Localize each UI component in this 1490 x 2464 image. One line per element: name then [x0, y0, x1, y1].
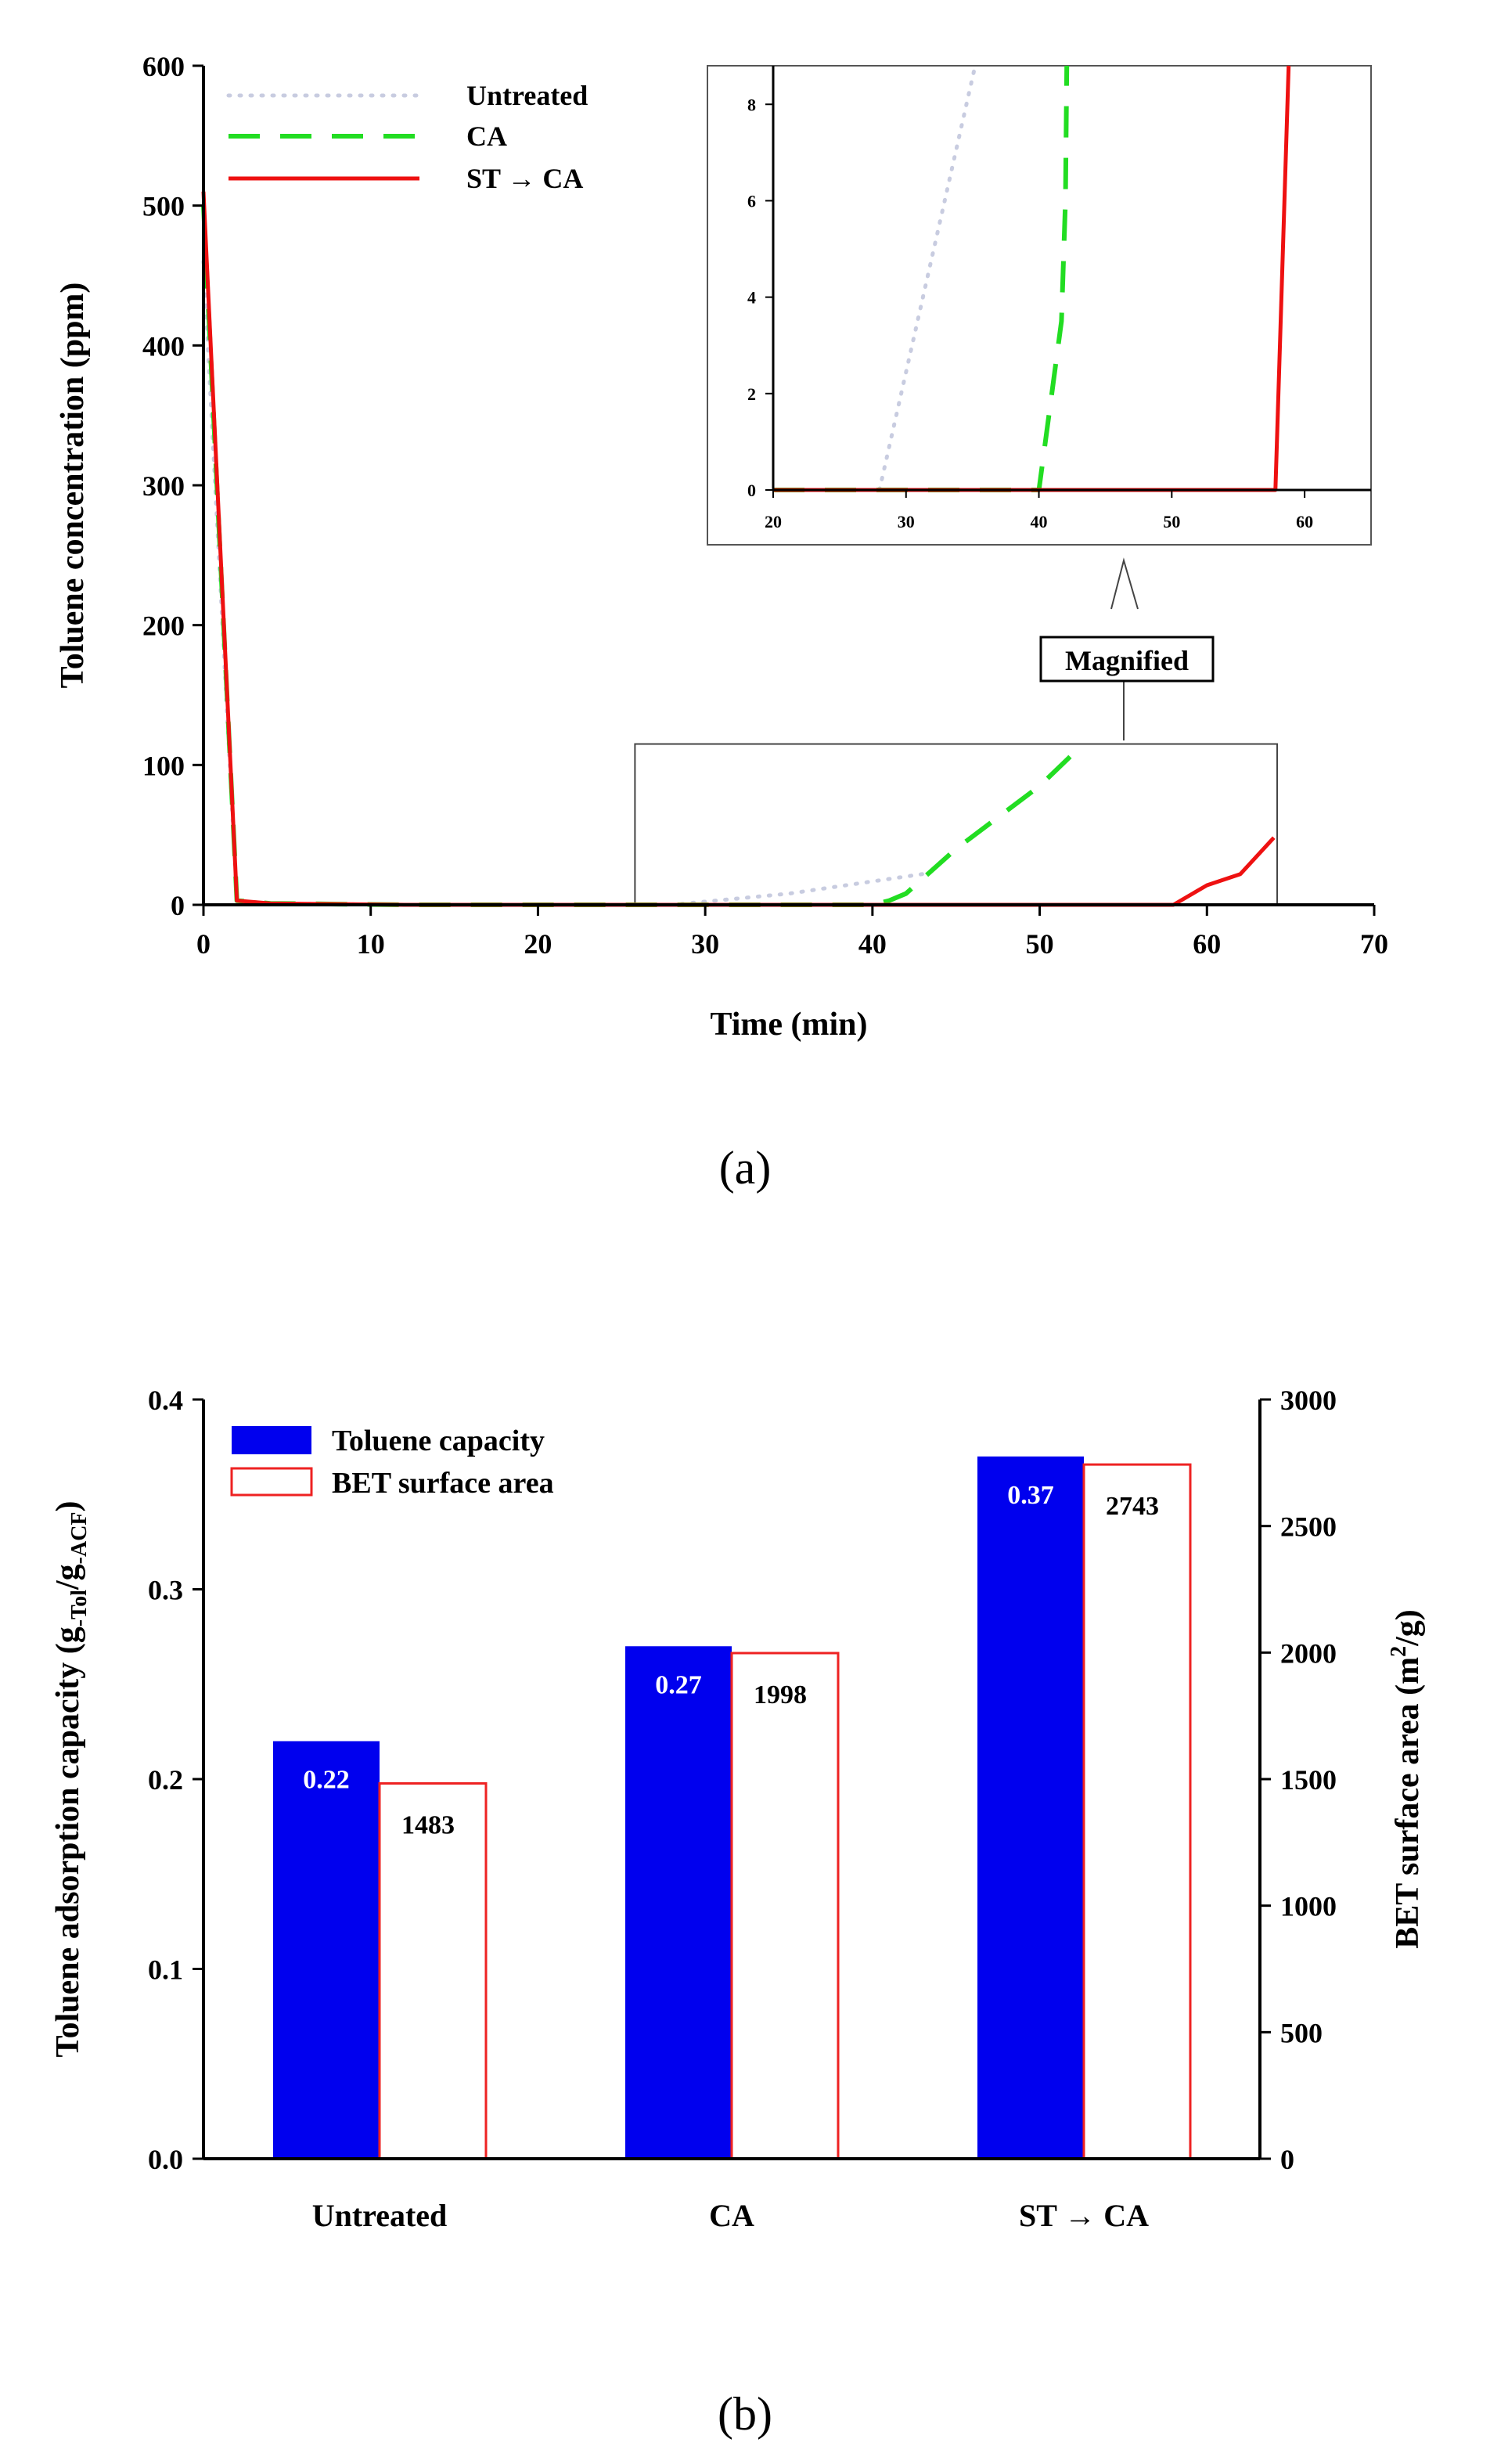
bar-bet-0 — [378, 1781, 488, 2160]
bar-bet-2 — [1082, 1463, 1192, 2160]
y-tick-label: 0 — [171, 890, 185, 921]
inset-frame — [707, 65, 1372, 546]
caption-a: (a) — [718, 1142, 772, 1194]
y-axis-label-left: Toluene adsorption capacity (g-Tol/g-ACF… — [50, 1500, 92, 2057]
legend-label-0: Untreated — [466, 80, 588, 111]
y-tick-label-right: 0 — [1280, 2144, 1294, 2175]
y-tick-label-left: 0.2 — [148, 1764, 183, 1796]
legend-label-bet: BET surface area — [332, 1467, 554, 1500]
y-tick-label: 200 — [142, 611, 185, 642]
inset-x-tick-label: 60 — [1296, 512, 1313, 531]
y-tick-label: 400 — [142, 330, 185, 362]
y-axis-label-left-sub2: -ACF — [67, 1511, 92, 1564]
y-axis-label-right-end: /g) — [1390, 1609, 1426, 1647]
inset-y-tick-label: 4 — [747, 288, 756, 308]
y-axis-label-left-mid: /g — [50, 1564, 86, 1590]
y-tick-label-left: 0.0 — [148, 2144, 183, 2175]
bar-label-capacity-0: 0.22 — [303, 1766, 350, 1795]
legend-label-1: CA — [466, 121, 507, 152]
y-tick-label-right: 500 — [1280, 2017, 1323, 2048]
x-axis-label: Time (min) — [710, 1007, 867, 1043]
inset-x-tick-label: 30 — [898, 512, 915, 531]
y-tick-label: 100 — [142, 750, 185, 781]
category-label-1: CA — [709, 2198, 754, 2233]
inset-series-line-0 — [877, 63, 977, 492]
x-tick-label: 20 — [524, 928, 552, 960]
y-tick-label-right: 1500 — [1280, 1764, 1337, 1796]
y-tick-label: 500 — [142, 191, 185, 222]
annotation-box — [1039, 636, 1215, 683]
annotation-label: Magnified — [1065, 645, 1189, 676]
y-axis-label: Toluene concentration (ppm) — [55, 283, 91, 689]
inset-y-tick-label: 6 — [747, 191, 756, 211]
y-tick-label-left: 0.3 — [148, 1575, 183, 1606]
bar-label-capacity-2: 0.37 — [1007, 1481, 1054, 1510]
bar-label-bet-2: 2743 — [1106, 1492, 1159, 1521]
legend-label-capacity: Toluene capacity — [332, 1425, 545, 1457]
series-line-0 — [201, 259, 925, 907]
y-tick-label-left: 0.4 — [148, 1385, 183, 1416]
y-tick-label-right: 1000 — [1280, 1891, 1337, 1922]
y-axis-label-left-end: ) — [50, 1500, 86, 1511]
y-axis-label-right-sup: 2 — [1387, 1646, 1411, 1657]
legend-swatch-bet — [230, 1467, 313, 1497]
x-tick-label: 0 — [196, 928, 211, 960]
y-tick-label: 600 — [142, 51, 185, 82]
y-tick-label-right: 2500 — [1280, 1511, 1337, 1543]
inset-y-tick-label: 2 — [747, 384, 756, 404]
legend-label-2: ST → CA — [466, 163, 583, 194]
bar-label-capacity-1: 0.27 — [655, 1670, 702, 1699]
y-tick-label-right: 3000 — [1280, 1385, 1337, 1416]
x-tick-label: 70 — [1360, 928, 1388, 960]
inset-y-tick-label: 0 — [747, 481, 756, 500]
category-label-0: Untreated — [312, 2198, 448, 2233]
x-tick-label: 30 — [691, 928, 719, 960]
bar-capacity-2 — [977, 1456, 1084, 2159]
y-tick-label-right: 2000 — [1280, 1637, 1337, 1669]
inset-x-tick-label: 20 — [765, 512, 782, 531]
legend-swatch-capacity — [232, 1426, 311, 1454]
x-tick-label: 60 — [1193, 928, 1221, 960]
bar-label-bet-0: 1483 — [401, 1810, 455, 1839]
category-label-2: ST → CA — [1019, 2198, 1149, 2233]
bar-capacity-0 — [273, 1741, 380, 2159]
bar-label-bet-1: 1998 — [754, 1680, 807, 1709]
y-axis-label-right-main: BET surface area (m — [1390, 1657, 1426, 1949]
y-tick-label-left: 0.1 — [148, 1954, 183, 1986]
inset-y-tick-label: 8 — [747, 95, 756, 114]
arrow-head — [1110, 557, 1139, 610]
y-axis-label-left-sub1: -Tol — [67, 1590, 92, 1626]
caption-b: (b) — [718, 2388, 772, 2440]
bar-bet-1 — [730, 1652, 840, 2160]
bar-capacity-1 — [625, 1646, 732, 2159]
y-axis-label-right: BET surface area (m2/g) — [1387, 1609, 1426, 1949]
x-tick-label: 50 — [1026, 928, 1054, 960]
y-axis-label-left-main: Toluene adsorption capacity (g — [50, 1626, 86, 2057]
magnify-box — [634, 743, 1279, 906]
x-tick-label: 40 — [858, 928, 887, 960]
x-tick-label: 10 — [357, 928, 385, 960]
inset-x-tick-label: 50 — [1163, 512, 1180, 531]
inset-x-tick-label: 40 — [1031, 512, 1048, 531]
y-tick-label: 300 — [142, 470, 185, 502]
